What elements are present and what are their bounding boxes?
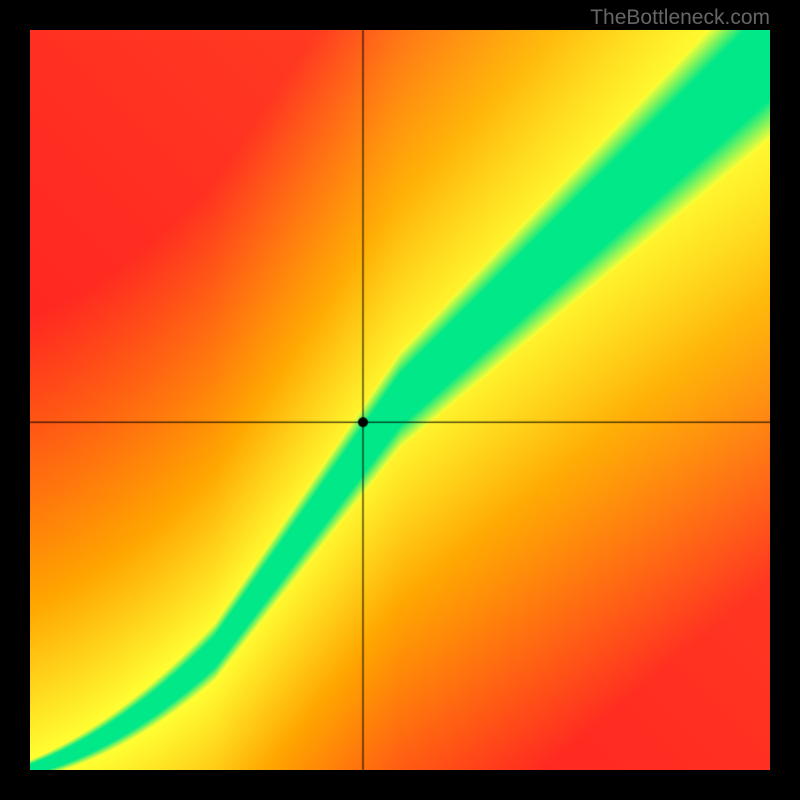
heatmap-canvas: [30, 30, 770, 770]
watermark-text: TheBottleneck.com: [590, 6, 770, 30]
bottleneck-heatmap: [30, 30, 770, 770]
